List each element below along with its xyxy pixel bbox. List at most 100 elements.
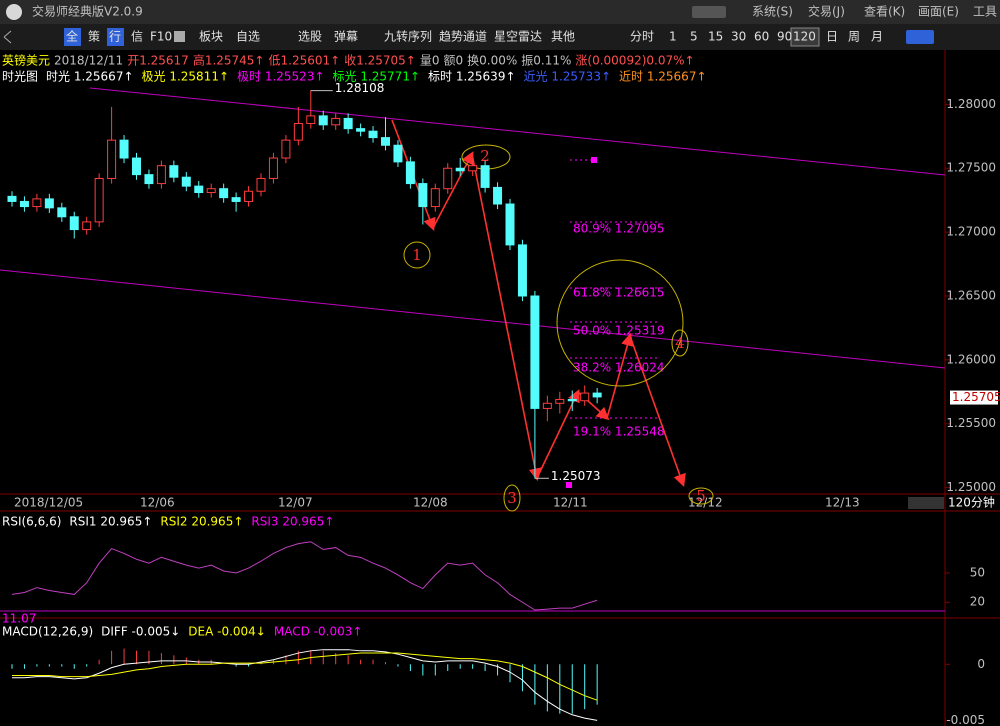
toolbar-item[interactable]: 板块 bbox=[199, 30, 223, 44]
candle-body bbox=[107, 139, 117, 179]
toolbar-item[interactable]: 日 bbox=[826, 30, 838, 44]
info-text: 额0 bbox=[444, 54, 464, 68]
y-tick-label: 1.25000 bbox=[946, 480, 996, 494]
candle-body bbox=[57, 207, 67, 218]
toolbar-item[interactable]: 其他 bbox=[551, 30, 575, 44]
date-label: 12/12 bbox=[688, 496, 723, 510]
y-tick-label: 1.28000 bbox=[946, 97, 996, 111]
info-text: 收1.25705↑ bbox=[344, 54, 416, 68]
date-label: 12/13 bbox=[825, 496, 860, 510]
scroll-thumb[interactable] bbox=[908, 497, 944, 509]
toolbar-item[interactable]: 1 bbox=[669, 30, 677, 44]
info-text: 标光 1.25771↑ bbox=[333, 70, 421, 84]
y-tick-label: 20 bbox=[970, 595, 985, 609]
candle-body bbox=[82, 221, 92, 231]
candle-body bbox=[555, 398, 565, 404]
candle-body bbox=[144, 174, 154, 185]
toolbar-item[interactable]: 弹幕 bbox=[334, 30, 358, 44]
candle-body bbox=[268, 157, 278, 179]
toolbar-item[interactable]: 策 bbox=[88, 30, 100, 44]
candle-body bbox=[443, 167, 453, 190]
menu-item[interactable]: 系统(S) bbox=[752, 5, 793, 19]
info-text: 高1.25745↑ bbox=[193, 53, 265, 68]
candle-body bbox=[181, 176, 191, 187]
wave-label: 4 bbox=[675, 334, 685, 352]
candle-body bbox=[368, 130, 378, 139]
toolbar-item[interactable]: 60 bbox=[754, 30, 769, 44]
fib-lines bbox=[570, 159, 660, 419]
info-text: 标时 1.25639↑ bbox=[428, 70, 516, 84]
toolbar-item[interactable]: 选股 bbox=[298, 30, 322, 44]
candle-body bbox=[468, 165, 478, 172]
y-tick-label: 1.27000 bbox=[946, 225, 996, 239]
toolbar-item[interactable]: 周 bbox=[848, 30, 860, 44]
toolbar-item[interactable]: 信 bbox=[131, 30, 143, 44]
candle-body bbox=[343, 117, 353, 130]
info-text: 时光图 bbox=[2, 70, 38, 84]
menu-item[interactable]: 交易(J) bbox=[808, 4, 845, 19]
toolbar bbox=[0, 24, 1000, 50]
date-label: 2018/12/05 bbox=[14, 496, 83, 510]
info-text: MACD(12,26,9) bbox=[2, 625, 93, 639]
toolbar-item[interactable]: 5 bbox=[690, 30, 698, 44]
candle-body bbox=[480, 165, 490, 188]
candle-body bbox=[418, 183, 428, 208]
toolbar-item[interactable]: 90 bbox=[777, 30, 792, 44]
y-tick-label: 1.27500 bbox=[946, 161, 996, 175]
candle-body bbox=[19, 200, 29, 208]
fib-label: 19.1% 1.25548 bbox=[573, 425, 665, 439]
candle-body bbox=[156, 165, 166, 185]
y-tick-label: 0 bbox=[977, 657, 985, 671]
candle-body bbox=[306, 115, 316, 125]
toolbar-item[interactable]: 分时 bbox=[630, 30, 654, 44]
indicator-line bbox=[11, 541, 598, 611]
macd-line bbox=[12, 649, 598, 721]
toolbar-item[interactable]: 趋势通道 bbox=[439, 30, 487, 44]
toolbar-item[interactable]: 30 bbox=[731, 30, 746, 44]
toolbar-item[interactable]: 星空雷达 bbox=[494, 30, 542, 44]
info-text: 2018/12/11 bbox=[54, 54, 123, 68]
toolbar-item[interactable]: 行 bbox=[109, 30, 121, 44]
wave-label: 3 bbox=[507, 489, 517, 507]
title-bar bbox=[0, 0, 1000, 24]
last-price-box bbox=[950, 390, 998, 405]
toolbar-item[interactable]: F10 bbox=[150, 30, 172, 44]
menu-item[interactable]: 工具 bbox=[973, 5, 997, 19]
menu-item[interactable]: 查看(K) bbox=[864, 5, 905, 19]
candle-body bbox=[455, 167, 465, 172]
date-label: 12/06 bbox=[140, 496, 175, 510]
channel-line bbox=[0, 269, 946, 369]
toolbar-item[interactable]: 九转序列 bbox=[384, 29, 432, 44]
menu-item[interactable]: 画面(E) bbox=[918, 5, 959, 19]
fib-label: 80.9% 1.27095 bbox=[573, 222, 665, 236]
toolbar-button[interactable] bbox=[906, 30, 934, 44]
back-icon[interactable] bbox=[3, 30, 12, 44]
info-text: 涨(0.00092)0.07%↑ bbox=[575, 53, 694, 68]
last-price: 1.25705 bbox=[952, 390, 1000, 404]
candle-body bbox=[356, 128, 366, 132]
wave-label: 1 bbox=[412, 246, 422, 264]
candle-body bbox=[318, 115, 328, 126]
info-text: 英镑美元 bbox=[2, 53, 50, 68]
window-icon[interactable] bbox=[174, 31, 185, 42]
candle-body bbox=[44, 198, 54, 209]
candle-body bbox=[256, 177, 266, 192]
toolbar-item[interactable]: 15 bbox=[708, 30, 723, 44]
candle-body bbox=[542, 402, 552, 409]
info-text: 量0 bbox=[420, 54, 440, 68]
candle-body bbox=[219, 188, 229, 199]
toolbar-item[interactable]: 月 bbox=[871, 30, 883, 44]
candle-body bbox=[493, 186, 503, 205]
toolbar-item[interactable]: 120 bbox=[793, 30, 816, 44]
candle-body bbox=[94, 177, 104, 223]
candle-body bbox=[231, 197, 241, 202]
info-text: 开1.25617 bbox=[127, 54, 189, 68]
y-tick-label: 1.25500 bbox=[946, 416, 996, 430]
candle-body bbox=[293, 123, 303, 141]
candle-body bbox=[32, 198, 42, 208]
toolbar-item[interactable]: 全 bbox=[66, 29, 78, 44]
info-text: 极光 1.25811↑ bbox=[142, 70, 230, 84]
vip-badge[interactable] bbox=[692, 6, 726, 18]
info-text: DIFF -0.005↓ bbox=[101, 625, 180, 639]
toolbar-item[interactable]: 自选 bbox=[236, 30, 260, 44]
